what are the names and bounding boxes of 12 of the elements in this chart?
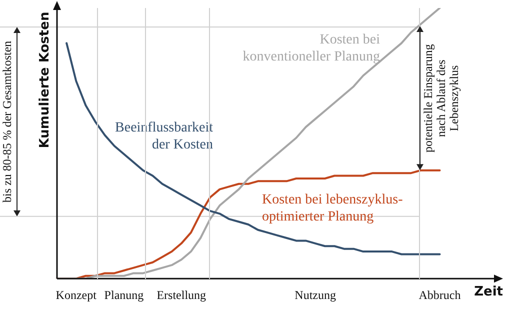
x-tick-label: Abbruch bbox=[418, 288, 461, 302]
annotation: potentielle Einsparung nach Ablauf des Lebenszyklus bbox=[420, 44, 461, 152]
x-tick-label: Nutzung bbox=[294, 288, 336, 302]
x-tick-label: Erstellung bbox=[156, 288, 206, 302]
y-axis-title: Kumulierte Kosten bbox=[37, 12, 52, 148]
x-tick-label: Planung bbox=[104, 288, 144, 302]
series-label: Kosten bei lebenszyklus-optimierter Planung bbox=[262, 192, 404, 225]
series-label: Beeinflussbarkeit der Kosten bbox=[115, 120, 214, 153]
x-tick-label: Konzept bbox=[56, 288, 98, 302]
text: bis zu 80-85 % der Gesamtkosten bbox=[0, 40, 14, 202]
x-axis-title: Zeit bbox=[474, 284, 503, 300]
series-label: Kosten bei konventioneller Planung bbox=[242, 32, 380, 65]
